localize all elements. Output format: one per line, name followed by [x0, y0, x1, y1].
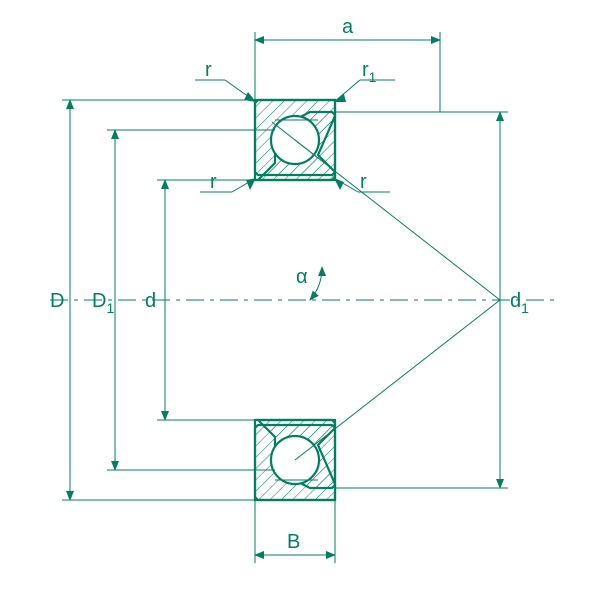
- r-outer-left-label: r: [205, 59, 212, 81]
- r1-outer-right: [334, 80, 395, 102]
- r-inner-right-label: r: [360, 171, 367, 193]
- D-label: D: [50, 290, 64, 312]
- B-label: B: [287, 531, 300, 553]
- d-label: d: [145, 290, 156, 312]
- r-outer-left: [195, 80, 256, 102]
- dim-d: [157, 180, 255, 420]
- d1-label: d1: [510, 290, 529, 316]
- r1-outer-right-label: r1: [362, 59, 377, 85]
- a-label: a: [342, 16, 354, 38]
- r-inner-left-label: r: [210, 171, 217, 193]
- D1-label: D1: [92, 290, 114, 316]
- alpha-label: α: [296, 266, 308, 288]
